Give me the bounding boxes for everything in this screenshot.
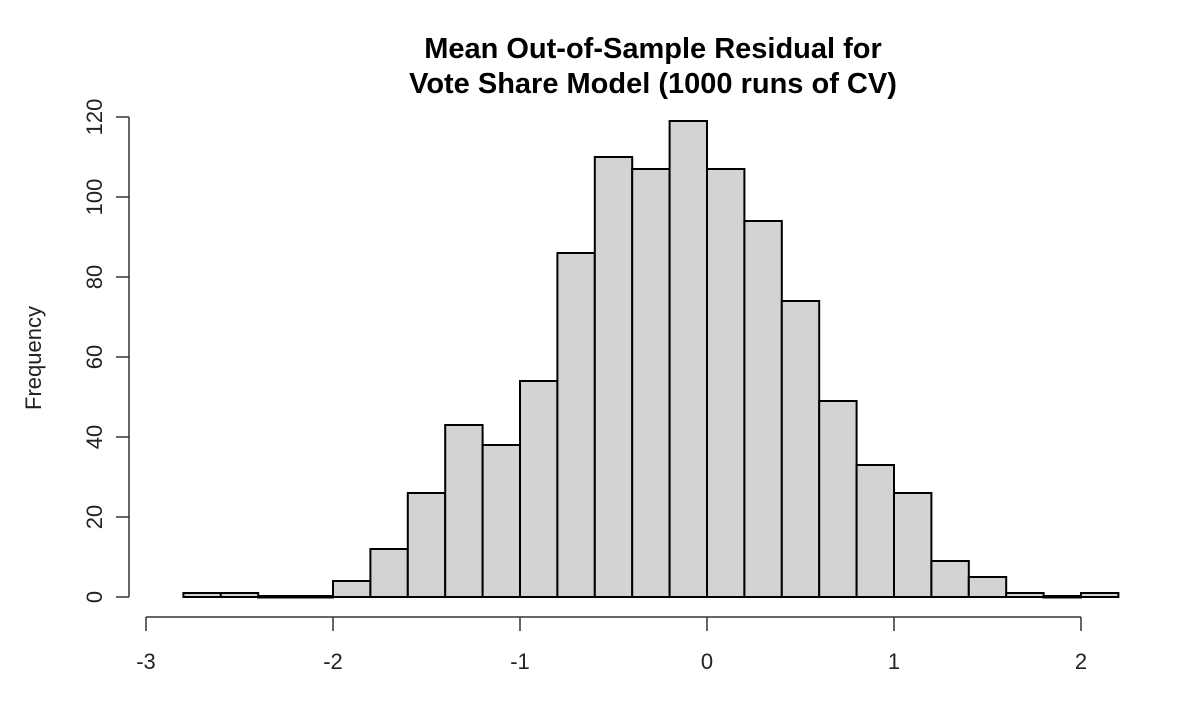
histogram-bar <box>406 492 447 598</box>
histogram-bar <box>818 400 858 598</box>
chart-title-line-1: Mean Out-of-Sample Residual for <box>424 33 882 65</box>
x-tick-label: -2 <box>323 649 343 674</box>
x-tick-label: 1 <box>888 649 900 674</box>
x-tick-label: 2 <box>1075 649 1087 674</box>
histogram-bar <box>631 168 671 598</box>
histogram-bars <box>182 120 1120 599</box>
histogram-bar <box>182 592 222 598</box>
x-tick-label: -1 <box>510 649 530 674</box>
histogram-bar <box>855 464 895 598</box>
histogram-bar <box>519 380 559 598</box>
x-axis: -3 -2 -1 0 1 2 <box>136 616 1087 674</box>
x-tick-label: -3 <box>136 649 156 674</box>
y-tick-label: 100 <box>82 179 107 216</box>
histogram-bar <box>593 156 634 598</box>
histogram-bar <box>294 595 335 599</box>
y-tick-label: 80 <box>82 265 107 289</box>
y-tick-label: 120 <box>82 99 107 136</box>
histogram-bar <box>930 560 970 598</box>
histogram-bar <box>556 252 596 598</box>
chart-title-line-2: Vote Share Model (1000 runs of CV) <box>409 68 897 100</box>
y-axis-label: Frequency <box>21 306 46 410</box>
histogram-bar <box>444 424 484 598</box>
histogram-bar <box>219 592 260 598</box>
histogram-bar <box>743 220 783 598</box>
histogram-bar <box>257 595 297 599</box>
histogram-bar <box>967 576 1008 598</box>
y-tick-label: 20 <box>82 505 107 529</box>
histogram-bar <box>1080 592 1120 598</box>
y-tick-label: 60 <box>82 345 107 369</box>
histogram-bar <box>332 580 372 598</box>
y-tick-label: 0 <box>82 591 107 603</box>
histogram-bar <box>893 492 933 598</box>
histogram-bar <box>668 120 708 598</box>
y-axis: 0 20 40 60 80 100 120 <box>82 99 130 603</box>
histogram-bar <box>369 548 409 598</box>
y-tick-label: 40 <box>82 425 107 449</box>
x-tick-label: 0 <box>701 649 713 674</box>
histogram-bar <box>706 168 746 598</box>
histogram-bar <box>481 444 522 598</box>
histogram-bar <box>1042 595 1082 599</box>
histogram-bar <box>780 300 821 598</box>
histogram-bar <box>1005 592 1045 598</box>
